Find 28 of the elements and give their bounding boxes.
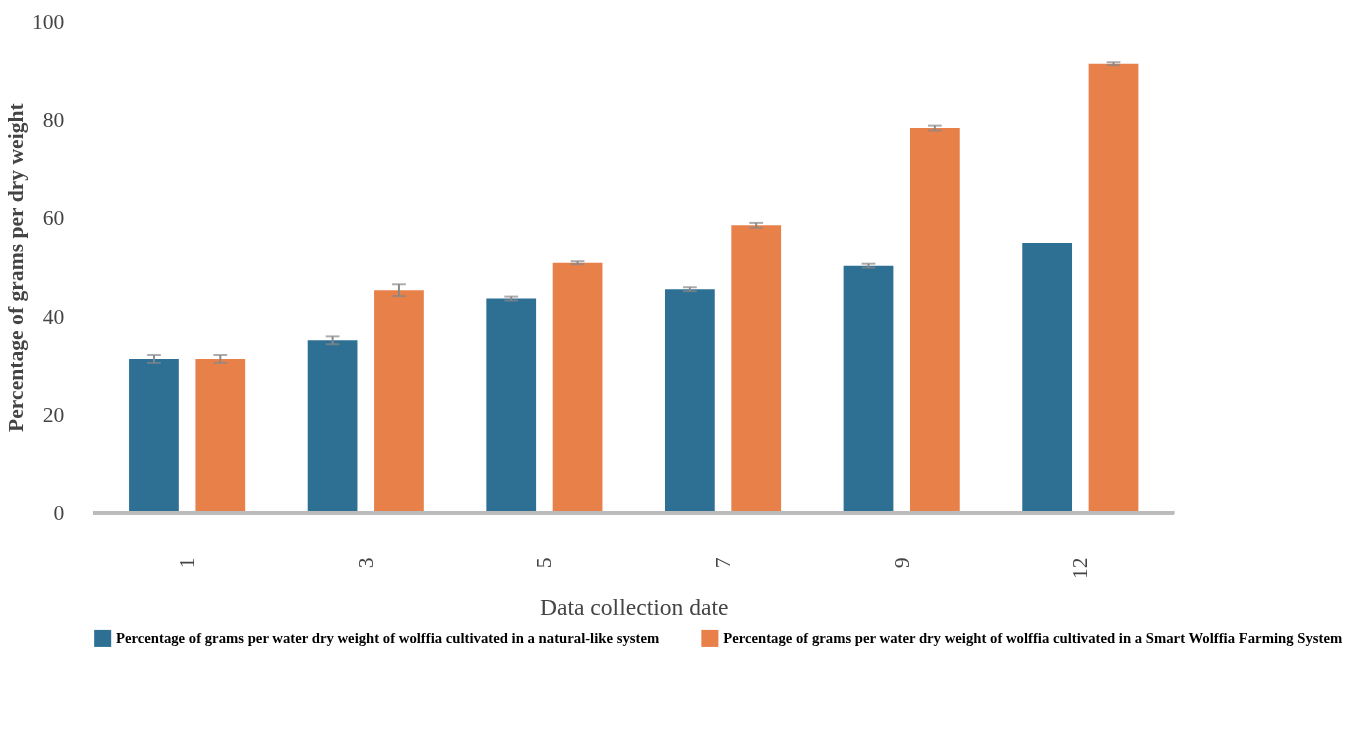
- x-axis-title: Data collection date: [539, 594, 729, 621]
- bar: [129, 358, 179, 513]
- x-tick-label: 12: [1068, 557, 1093, 580]
- bar: [843, 265, 894, 513]
- bar: [307, 340, 358, 513]
- x-tick-label: 9: [889, 557, 914, 569]
- bar: [1022, 243, 1073, 513]
- bar: [374, 290, 424, 513]
- bar: [486, 298, 537, 513]
- x-tick-label: 5: [532, 557, 557, 569]
- legend-label: Percentage of grams per water dry weight of wolffia cultivated in a natural-like system: [115, 630, 660, 647]
- y-tick-label: 40: [42, 304, 65, 329]
- bar: [1088, 63, 1139, 513]
- bar: [664, 289, 715, 513]
- y-tick-label: 0: [53, 501, 65, 526]
- x-tick-label: 1: [175, 557, 199, 569]
- y-tick-label: 80: [42, 108, 65, 133]
- bar: [909, 128, 960, 513]
- bar: [552, 262, 603, 513]
- y-tick-label: 20: [42, 402, 65, 427]
- y-tick-label: 60: [42, 206, 65, 231]
- legend-label: Percentage of grams per water dry weight of wolffia cultivated in a Smart Wolffia Farming System: [723, 630, 1343, 647]
- y-tick-label: 100: [31, 9, 65, 34]
- bar: [195, 358, 246, 513]
- y-axis-title: Percentage of grams per dry weight: [4, 102, 29, 432]
- bar: [731, 225, 782, 513]
- x-tick-label: 3: [353, 557, 378, 569]
- x-tick-label: 7: [710, 557, 735, 569]
